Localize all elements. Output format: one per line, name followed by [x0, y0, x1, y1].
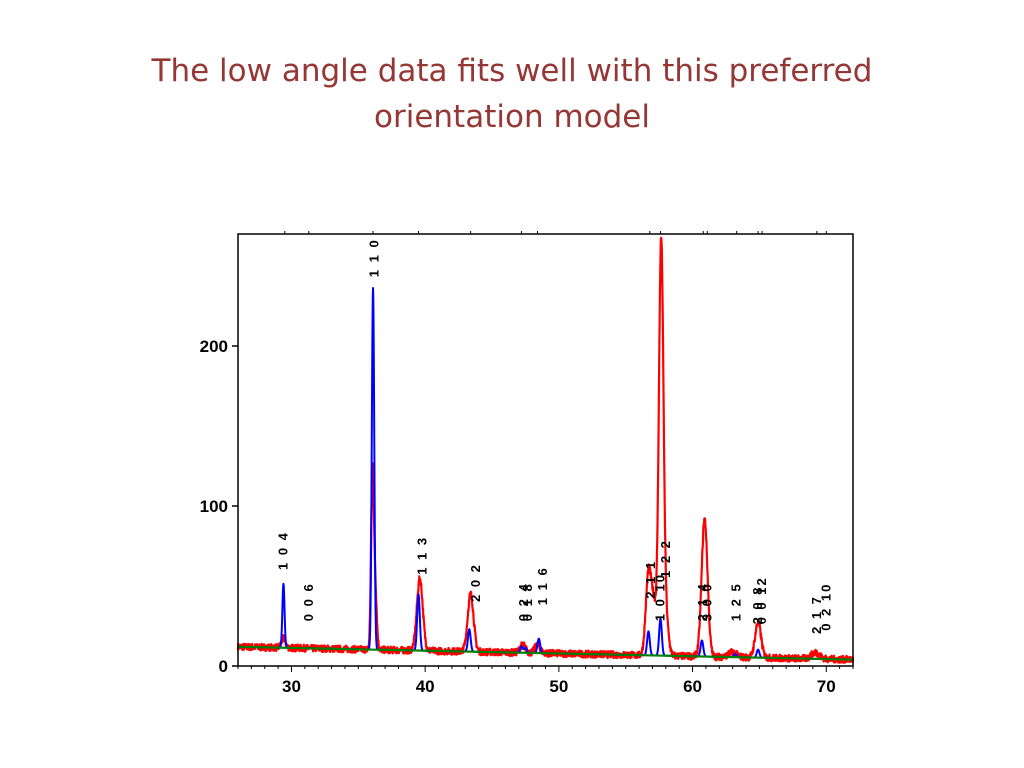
traces-layer: [236, 236, 855, 664]
slide-title: The low angle data fits well with this p…: [0, 48, 1024, 140]
hkl-label: 2 1 4: [695, 582, 710, 621]
hkl-label: 0 2 4: [516, 582, 531, 621]
title-line-2: orientation model: [374, 99, 650, 135]
hkl-label: 1 1 3: [415, 536, 430, 575]
y-tick-label: 200: [200, 337, 228, 356]
x-tick-label: 40: [416, 677, 435, 696]
hkl-label: 2 0 8: [750, 585, 765, 624]
hkl-label: 2 1 7: [809, 595, 824, 634]
hkl-label: 2 0 2: [468, 563, 483, 602]
x-tick-label: 70: [817, 677, 836, 696]
title-line-1: The low angle data fits well with this p…: [151, 53, 873, 89]
hkl-label: 1 2 2: [658, 539, 673, 578]
hkl-label: 1 1 0: [366, 238, 381, 277]
hkl-label: 2 1 1: [643, 560, 658, 599]
hkl-label: 1 1 6: [535, 566, 550, 605]
hkl-label: 1 0 10: [652, 573, 667, 621]
hkl-label: 0 2 10: [818, 583, 833, 631]
y-tick-label: 100: [200, 497, 228, 516]
x-tick-label: 50: [549, 677, 568, 696]
hkl-label: 3 0 0: [699, 582, 714, 621]
hkl-label: 1 2 5: [729, 582, 744, 621]
hkl-label: 0 0 6: [301, 582, 316, 621]
hkl-label: 0 0 12: [754, 576, 769, 624]
x-tick-label: 60: [683, 677, 702, 696]
hkl-label: 0 1 8: [520, 582, 535, 621]
background-fit-line: [237, 645, 854, 661]
x-tick-label: 30: [282, 677, 301, 696]
hkl-label: 1 0 4: [275, 531, 290, 570]
y-tick-label: 0: [219, 657, 228, 676]
axes-layer: 30 40 50 60 70 0 100 200: [200, 231, 854, 696]
